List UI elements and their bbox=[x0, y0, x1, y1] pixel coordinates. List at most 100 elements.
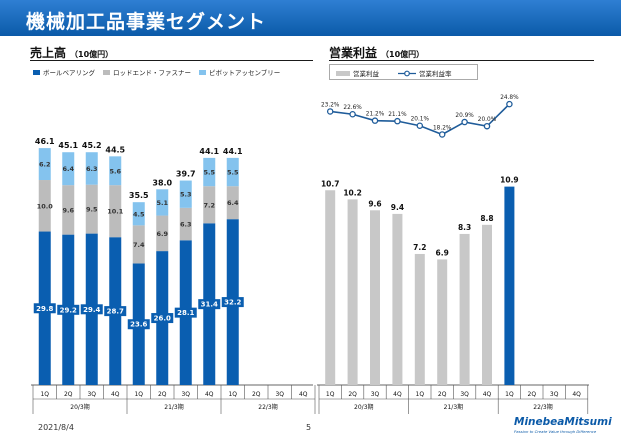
sales-total-4: 35.5 bbox=[129, 191, 149, 200]
sales-total-7: 44.1 bbox=[199, 147, 219, 156]
op-bar-2 bbox=[370, 210, 380, 385]
sales-label-rod-4: 7.4 bbox=[133, 241, 145, 249]
sales-group-1: 21/3期 bbox=[164, 403, 183, 411]
sales-bar-rod-7 bbox=[203, 186, 216, 224]
sales-unit: （10億円） bbox=[70, 50, 114, 59]
sales-label-pivot-6: 5.3 bbox=[180, 191, 192, 199]
op-margin-label-0: 23.2% bbox=[321, 102, 340, 108]
sales-cat-11: 4Q bbox=[299, 391, 308, 398]
legend-label-op: 営業利益 bbox=[353, 70, 379, 78]
sales-title-text: 売上高 bbox=[30, 46, 67, 60]
op-cat-0: 1Q bbox=[326, 391, 335, 398]
sales-label-bearing-7: 31.4 bbox=[201, 301, 218, 309]
op-legend: 営業利益 営業利益率 bbox=[329, 64, 478, 80]
sales-label-bg-4 bbox=[127, 319, 150, 330]
sales-bar-rod-5 bbox=[156, 215, 169, 252]
sales-label-rod-1: 9.6 bbox=[62, 206, 74, 214]
op-bar-8 bbox=[504, 186, 515, 385]
legend-swatch-op bbox=[336, 70, 350, 76]
op-bar-7 bbox=[482, 224, 492, 385]
legend-pivot: ピボットアッセンブリー bbox=[199, 67, 280, 77]
op-margin-label-6: 20.9% bbox=[455, 113, 474, 119]
sales-cat-6: 3Q bbox=[181, 391, 190, 398]
sales-bar-rod-1 bbox=[62, 185, 75, 235]
sales-label-rod-0: 10.0 bbox=[37, 202, 54, 210]
op-value-4: 7.2 bbox=[413, 243, 426, 252]
company-tagline: Passion to Create Value through Differen… bbox=[514, 429, 597, 434]
op-margin-point-7 bbox=[483, 122, 491, 130]
sales-cat-5: 2Q bbox=[158, 391, 167, 398]
op-margin-label-3: 21.1% bbox=[388, 112, 407, 118]
op-cat-2: 3Q bbox=[371, 391, 380, 398]
sales-cat-3: 4Q bbox=[111, 391, 120, 398]
op-bar-4 bbox=[414, 253, 425, 385]
sales-label-pivot-1: 6.4 bbox=[62, 165, 74, 173]
sales-label-pivot-7: 5.5 bbox=[203, 169, 215, 177]
sales-legend: ボールベアリング ロッドエンド・ファスナー ピボットアッセンブリー bbox=[33, 67, 288, 77]
sales-group-2: 22/3期 bbox=[258, 403, 277, 411]
sales-bar-pivot-0 bbox=[38, 148, 51, 181]
sales-total-8: 44.1 bbox=[223, 147, 243, 156]
sales-label-pivot-4: 4.5 bbox=[133, 210, 145, 218]
sales-label-bg-1 bbox=[57, 304, 80, 315]
sales-label-bg-2 bbox=[80, 304, 103, 315]
sales-bar-rod-0 bbox=[38, 180, 51, 232]
sales-label-bg-3 bbox=[104, 306, 127, 317]
sales-label-bg-8 bbox=[221, 297, 244, 308]
sales-bar-rod-6 bbox=[179, 207, 192, 241]
op-value-7: 8.8 bbox=[480, 214, 493, 223]
page-title: 機械加工品事業セグメント bbox=[26, 11, 267, 33]
legend-swatch-rod bbox=[103, 69, 110, 75]
sales-label-bearing-8: 32.2 bbox=[224, 299, 241, 307]
op-value-5: 6.9 bbox=[436, 248, 449, 257]
sales-total-6: 39.7 bbox=[176, 170, 196, 179]
sales-label-bearing-0: 29.8 bbox=[36, 305, 53, 313]
sales-label-pivot-2: 6.3 bbox=[86, 165, 98, 173]
sales-cat-7: 4Q bbox=[205, 391, 214, 398]
op-cat-6: 3Q bbox=[460, 391, 469, 398]
op-margin-label-5: 18.2% bbox=[433, 125, 452, 131]
header-bar: 機械加工品事業セグメント bbox=[0, 0, 621, 36]
sales-label-rod-2: 9.5 bbox=[86, 206, 98, 214]
op-cat-8: 1Q bbox=[505, 391, 514, 398]
sales-bar-pivot-2 bbox=[85, 152, 98, 185]
sales-label-bg-7 bbox=[198, 299, 221, 310]
sales-total-5: 38.0 bbox=[152, 178, 172, 187]
sales-bar-rod-3 bbox=[109, 185, 122, 238]
op-cat-9: 2Q bbox=[528, 391, 537, 398]
sales-total-3: 44.5 bbox=[105, 145, 125, 154]
op-margin-point-6 bbox=[461, 118, 468, 126]
legend-swatch-bearing bbox=[33, 69, 40, 75]
op-margin-label-8: 24.8% bbox=[500, 95, 519, 101]
sales-total-0: 46.1 bbox=[35, 137, 55, 146]
sales-label-bearing-2: 29.4 bbox=[83, 306, 100, 314]
sales-bar-pivot-5 bbox=[156, 189, 169, 216]
page-number: 5 bbox=[306, 423, 312, 432]
sales-label-pivot-8: 5.5 bbox=[227, 169, 239, 177]
op-margin-point-2 bbox=[371, 117, 379, 124]
op-margin-point-4 bbox=[416, 122, 424, 129]
sales-cat-8: 1Q bbox=[228, 391, 237, 398]
sales-cat-0: 1Q bbox=[40, 391, 49, 398]
sales-bar-pivot-8 bbox=[226, 157, 239, 187]
sales-total-1: 45.1 bbox=[58, 141, 78, 150]
sales-bar-pivot-4 bbox=[132, 202, 145, 226]
op-margin-point-8 bbox=[506, 100, 513, 108]
op-cat-5: 2Q bbox=[438, 391, 447, 398]
op-margin-label-2: 21.2% bbox=[366, 112, 385, 118]
op-cat-4: 1Q bbox=[416, 391, 425, 398]
sales-label-rod-7: 7.2 bbox=[203, 201, 215, 209]
op-group-0: 20/3期 bbox=[354, 403, 373, 411]
sales-underline bbox=[30, 60, 313, 61]
op-bar-3 bbox=[392, 213, 403, 385]
sales-cat-4: 1Q bbox=[134, 391, 143, 398]
op-bar-6 bbox=[459, 233, 470, 385]
legend-label-margin: 営業利益率 bbox=[419, 70, 452, 78]
sales-label-pivot-5: 5.1 bbox=[156, 199, 168, 207]
op-bar-0 bbox=[325, 190, 336, 385]
op-value-6: 8.3 bbox=[458, 223, 471, 232]
op-underline bbox=[329, 60, 594, 61]
sales-bar-pivot-1 bbox=[62, 152, 75, 186]
op-value-0: 10.7 bbox=[321, 179, 340, 188]
